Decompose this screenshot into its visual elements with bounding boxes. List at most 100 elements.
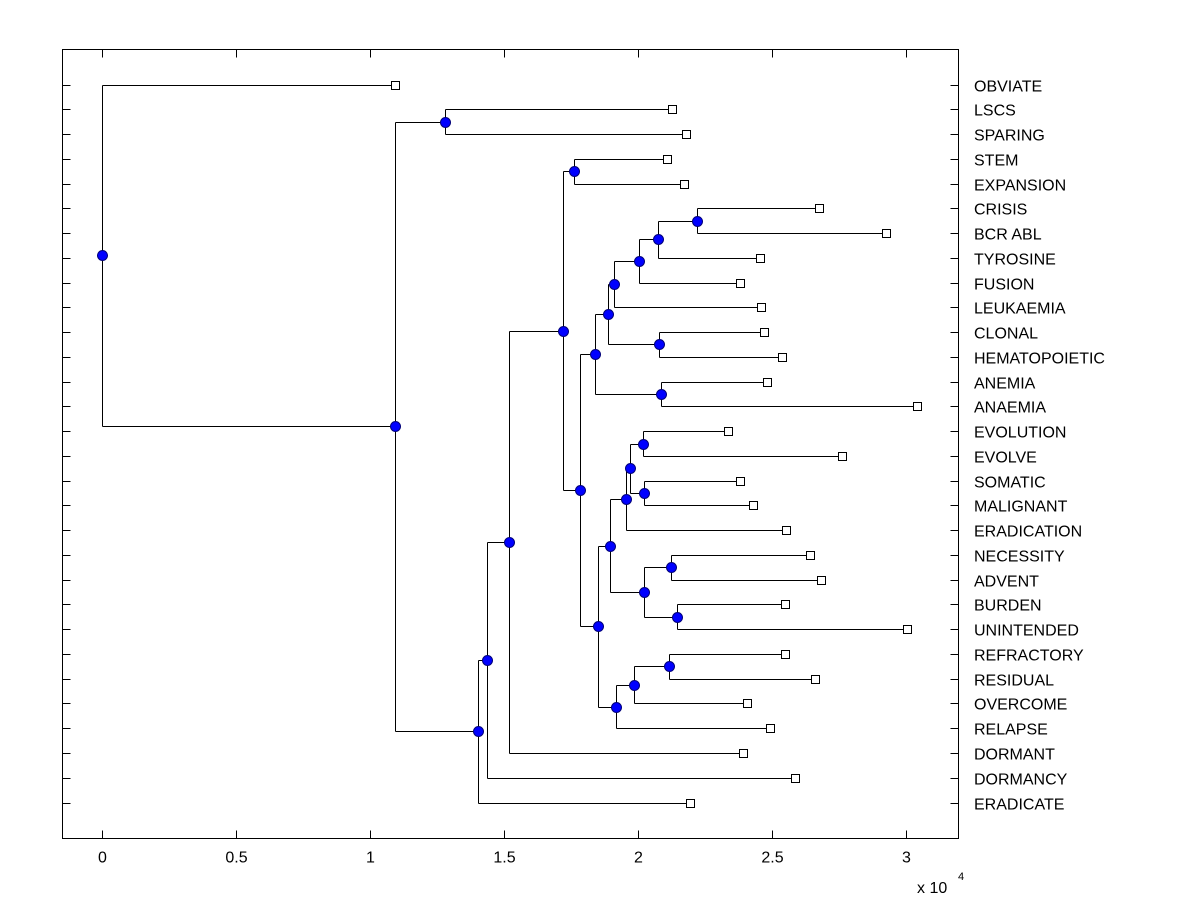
x-tick-label: 1.5 [493, 850, 515, 867]
leaf-label: MALIGNANT [974, 499, 1068, 516]
leaf-label: BCR ABL [974, 227, 1042, 244]
leaf-label: NECESSITY [974, 549, 1065, 566]
node-marker-dot [653, 234, 664, 245]
leaf-marker-square [806, 551, 815, 560]
leaf-label: TYROSINE [974, 252, 1056, 269]
leaf-label: RESIDUAL [974, 673, 1054, 690]
leaf-marker-square [680, 180, 689, 189]
leaf-marker-square [811, 675, 820, 684]
axis-ticks [62, 49, 959, 839]
leaf-label: ADVENT [974, 574, 1039, 591]
plot-frame [62, 49, 959, 839]
leaf-marker-square [781, 600, 790, 609]
leaf-label: STEM [974, 153, 1018, 170]
leaf-label: OBVIATE [974, 79, 1042, 96]
leaf-label: SOMATIC [974, 475, 1046, 492]
x-tick-label: 3 [902, 850, 911, 867]
node-marker-dot [575, 485, 586, 496]
leaf-label: DORMANT [974, 747, 1055, 764]
node-marker-dot [638, 439, 649, 450]
leaf-marker-square [778, 353, 787, 362]
leaf-markers [391, 81, 922, 808]
leaf-marker-square [682, 130, 691, 139]
leaf-label: ANEMIA [974, 376, 1036, 393]
leaf-label: ERADICATION [974, 524, 1082, 541]
leaf-label: BURDEN [974, 598, 1042, 615]
node-marker-dot [558, 326, 569, 337]
x-tick-labels: 0 0.5 1 1.5 2 2.5 3 [98, 850, 911, 867]
node-marker-dot [590, 349, 601, 360]
leaf-marker-square [763, 378, 772, 387]
leaf-label: EXPANSION [974, 178, 1066, 195]
node-marker-dot [692, 216, 703, 227]
leaf-marker-square [668, 105, 677, 114]
leaf-marker-square [686, 799, 695, 808]
node-marker-dot [656, 389, 667, 400]
leaf-label: LSCS [974, 103, 1016, 120]
leaf-marker-square [791, 774, 800, 783]
node-marker-dot [611, 702, 622, 713]
node-marker-dot [654, 339, 665, 350]
node-marker-dot [634, 256, 645, 267]
leaf-marker-square [817, 576, 826, 585]
node-marker-dot [569, 166, 580, 177]
leaf-marker-square [739, 749, 748, 758]
node-marker-dot [621, 494, 632, 505]
leaf-labels: OBVIATE LSCS SPARING STEM EXPANSION CRISIS BCR… [974, 79, 1105, 814]
leaf-marker-square [749, 501, 758, 510]
node-marker-dot [97, 250, 108, 261]
leaf-marker-square [882, 229, 891, 238]
leaf-label: DORMANCY [974, 772, 1068, 789]
leaf-label: REFRACTORY [974, 648, 1084, 665]
x-tick-label: 1 [366, 850, 375, 867]
node-marker-dot [603, 309, 614, 320]
leaf-marker-square [757, 303, 766, 312]
leaf-label: UNINTENDED [974, 623, 1079, 640]
node-marker-dot [629, 680, 640, 691]
x-tick-label: 2 [634, 850, 643, 867]
leaf-label: LEUKAEMIA [974, 301, 1066, 318]
node-marker-dot [625, 463, 636, 474]
node-marker-dot [390, 421, 401, 432]
x-tick-label: 0.5 [225, 850, 247, 867]
leaf-marker-square [736, 279, 745, 288]
leaf-marker-square [756, 254, 765, 263]
node-marker-dot [605, 541, 616, 552]
leaf-label: CRISIS [974, 202, 1027, 219]
leaf-marker-square [724, 427, 733, 436]
node-markers [97, 117, 703, 737]
node-marker-dot [504, 537, 515, 548]
x-tick-label: 2.5 [761, 850, 783, 867]
leaf-label: ANAEMIA [974, 400, 1046, 417]
node-marker-dot [482, 655, 493, 666]
x-multiplier-label: x 10 [917, 880, 947, 897]
leaf-marker-square [663, 155, 672, 164]
leaf-marker-square [760, 328, 769, 337]
leaf-marker-square [766, 724, 775, 733]
node-marker-dot [473, 726, 484, 737]
node-marker-dot [664, 661, 675, 672]
leaf-marker-square [913, 402, 922, 411]
leaf-label: ERADICATE [974, 797, 1064, 814]
leaf-marker-square [736, 477, 745, 486]
leaf-label: EVOLUTION [974, 425, 1066, 442]
leaf-marker-square [815, 204, 824, 213]
leaf-marker-square [838, 452, 847, 461]
x-multiplier-exponent: 4 [958, 871, 964, 883]
leaf-label: RELAPSE [974, 722, 1048, 739]
node-marker-dot [639, 488, 650, 499]
leaf-label: SPARING [974, 128, 1045, 145]
node-marker-dot [609, 279, 620, 290]
leaf-marker-square [782, 526, 791, 535]
node-marker-dot [666, 562, 677, 573]
leaf-label: FUSION [974, 277, 1034, 294]
leaf-marker-square [781, 650, 790, 659]
node-marker-dot [639, 587, 650, 598]
node-marker-dot [440, 117, 451, 128]
x-tick-label: 0 [98, 850, 107, 867]
leaf-marker-square [391, 81, 400, 90]
leaf-label: CLONAL [974, 326, 1038, 343]
node-marker-dot [672, 612, 683, 623]
leaf-label: OVERCOME [974, 697, 1067, 714]
